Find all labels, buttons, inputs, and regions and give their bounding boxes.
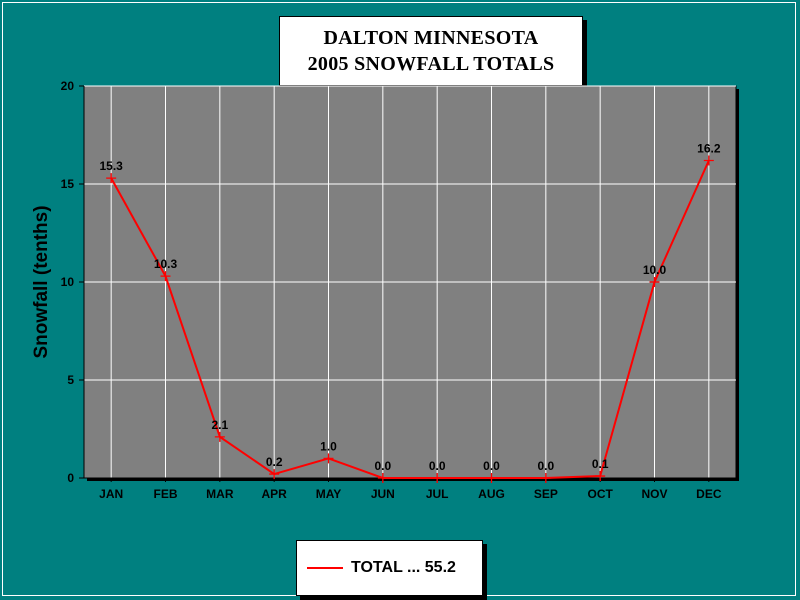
data-label: 16.2 xyxy=(697,141,721,155)
y-tick-label: 10 xyxy=(61,275,75,289)
y-tick-label: 5 xyxy=(67,373,74,387)
data-label: 10.3 xyxy=(154,257,178,271)
data-label: 0.0 xyxy=(429,459,446,473)
x-tick-label: NOV xyxy=(641,487,667,501)
y-tick-label: 15 xyxy=(61,177,75,191)
data-point-marker xyxy=(486,473,497,483)
data-point-marker xyxy=(703,155,714,166)
x-tick-label: JUN xyxy=(371,487,395,501)
data-label: 0.2 xyxy=(266,455,283,469)
data-point-marker xyxy=(540,473,551,483)
chart-title-line-2: 2005 SNOWFALL TOTALS xyxy=(307,53,555,75)
x-tick-label: FEB xyxy=(154,487,178,501)
y-tick-label: 20 xyxy=(61,79,75,93)
data-label: 10.0 xyxy=(643,263,667,277)
x-tick-label: JAN xyxy=(99,487,123,501)
x-tick-label: MAY xyxy=(316,487,342,501)
x-tick-label: OCT xyxy=(587,487,613,501)
legend-label: TOTAL ... 55.2 xyxy=(351,559,456,576)
data-point-marker xyxy=(377,473,388,483)
data-label: 1.0 xyxy=(320,439,337,453)
chart-title-line-1: DALTON MINNESOTA xyxy=(323,27,539,49)
data-label: 0.0 xyxy=(483,459,500,473)
data-label: 2.1 xyxy=(211,418,228,432)
x-tick-label: SEP xyxy=(534,487,558,501)
data-point-marker xyxy=(214,431,225,442)
data-point-marker xyxy=(106,173,117,184)
data-point-marker xyxy=(160,271,171,282)
data-point-marker xyxy=(269,469,280,480)
x-tick-label: MAR xyxy=(206,487,234,501)
y-tick-label: 0 xyxy=(67,471,74,485)
x-tick-label: APR xyxy=(261,487,287,501)
data-point-marker xyxy=(323,453,334,464)
legend: TOTAL ... 55.2 xyxy=(296,540,483,596)
series-line xyxy=(110,160,710,479)
data-point-marker xyxy=(595,471,606,482)
data-label: 0.0 xyxy=(374,459,391,473)
data-point-marker xyxy=(432,473,443,483)
data-point-marker xyxy=(649,277,660,287)
x-tick-label: DEC xyxy=(696,487,722,501)
x-tick-label: AUG xyxy=(478,487,505,501)
data-label: 0.1 xyxy=(592,457,609,471)
x-tick-label: JUL xyxy=(426,487,449,501)
data-label: 15.3 xyxy=(99,159,123,173)
legend-swatch xyxy=(307,567,343,569)
data-label: 0.0 xyxy=(537,459,554,473)
